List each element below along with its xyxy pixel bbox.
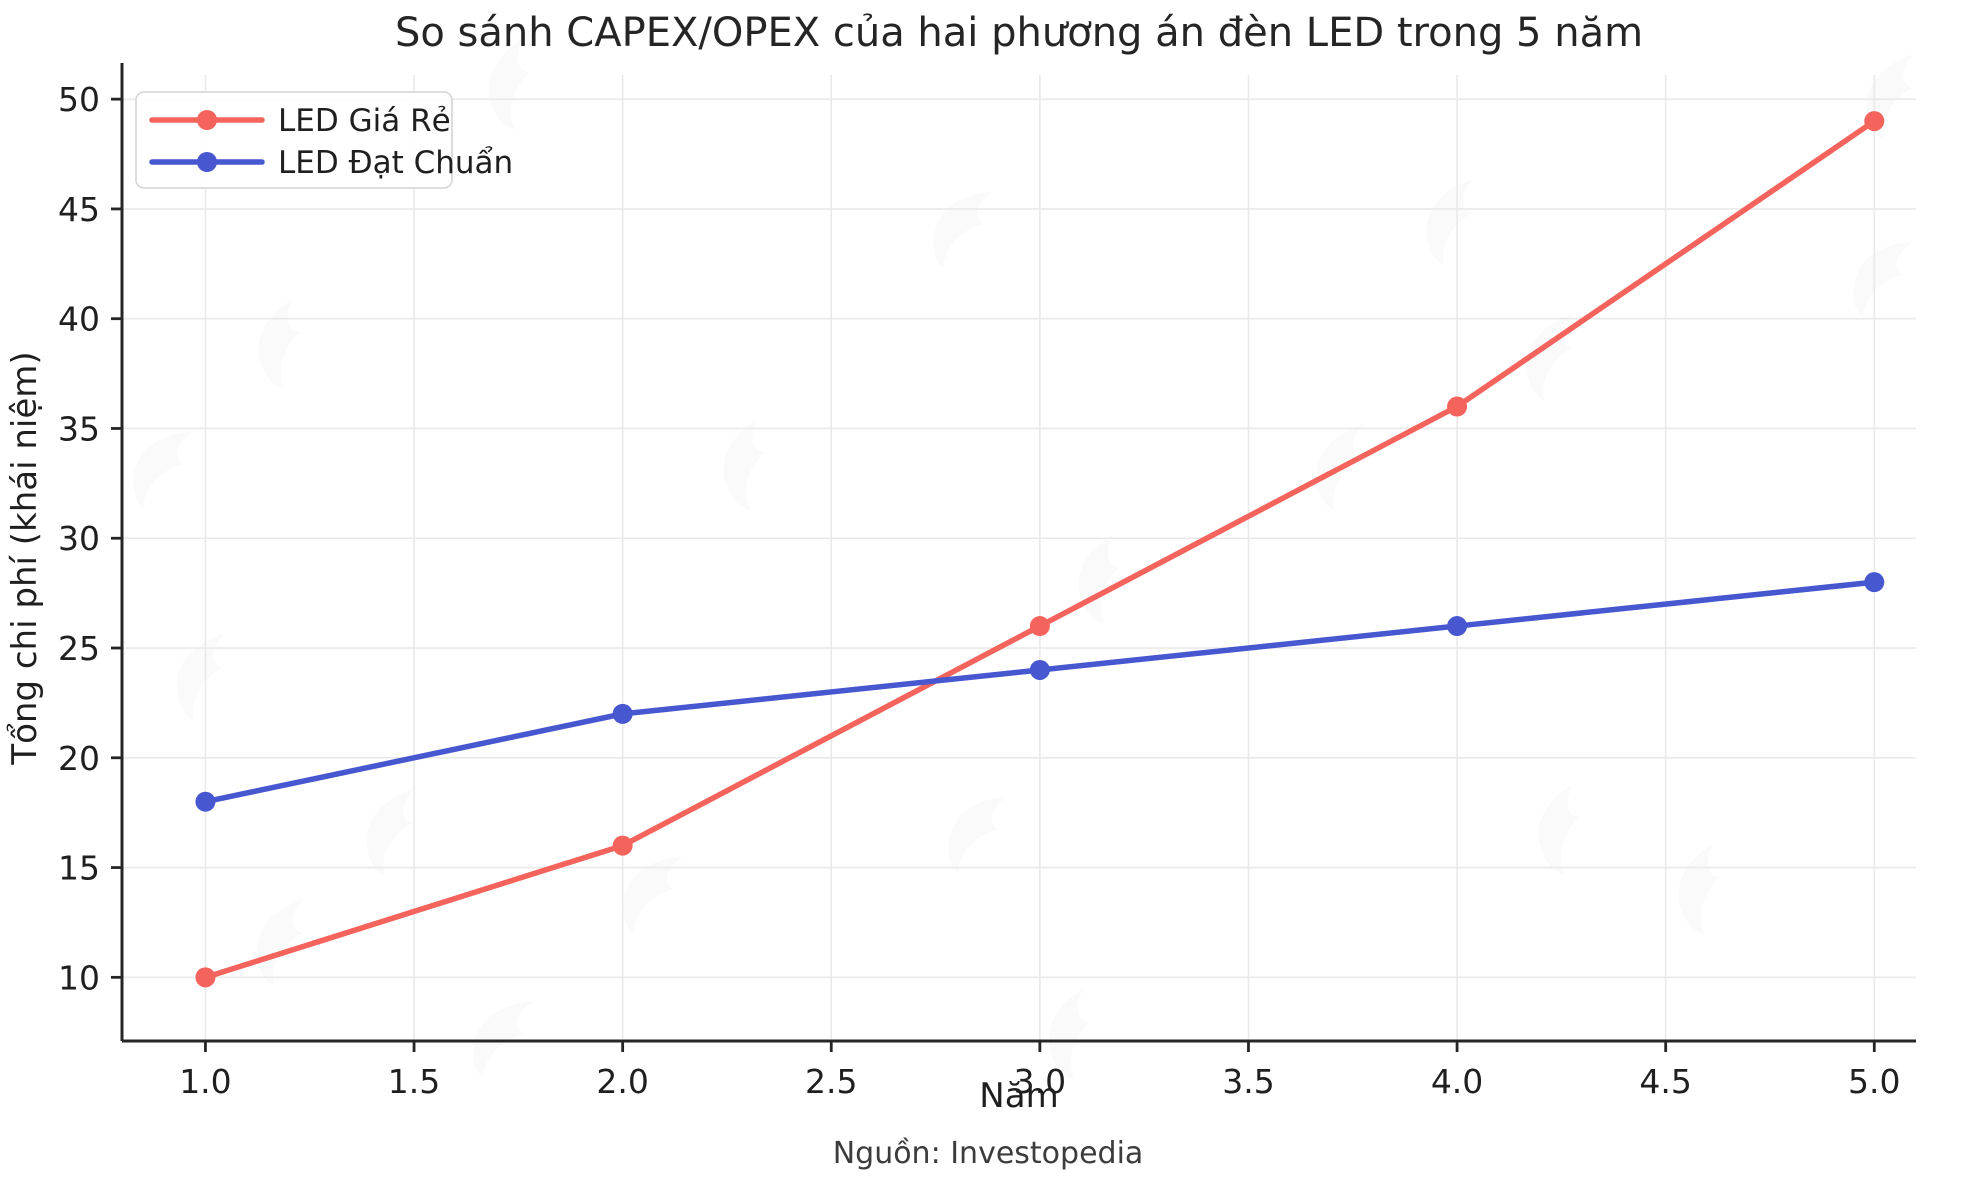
swoosh-watermark-icon <box>1846 230 1914 326</box>
x-tick-label: 1.0 <box>179 1062 231 1101</box>
swoosh-watermark-icon <box>466 990 534 1086</box>
data-point-marker <box>195 791 216 812</box>
x-tick-label: 5.0 <box>1848 1062 1900 1101</box>
y-tick-label: 15 <box>58 849 100 888</box>
swoosh-watermark-icon <box>126 420 194 516</box>
x-tick-label: 4.0 <box>1431 1062 1483 1101</box>
data-point-marker <box>612 835 633 856</box>
data-point-marker <box>1029 616 1050 637</box>
source-caption: Nguồn: Investopedia <box>833 1136 1144 1171</box>
axes-layer <box>111 63 1916 1052</box>
y-tick-label: 25 <box>58 629 100 668</box>
y-tick-label: 20 <box>58 739 100 778</box>
data-point-marker <box>1864 111 1885 132</box>
y-tick-label: 30 <box>58 519 100 558</box>
data-point-marker <box>612 703 633 724</box>
x-tick-label: 4.5 <box>1639 1062 1691 1101</box>
swoosh-watermark-icon <box>616 845 684 941</box>
swoosh-watermark-icon <box>247 298 315 394</box>
swoosh-watermark-icon <box>712 418 780 514</box>
x-tick-label: 2.0 <box>596 1062 648 1101</box>
data-point-marker <box>1029 659 1050 680</box>
x-tick-label: 3.0 <box>1014 1062 1066 1101</box>
legend-label: LED Đạt Chuẩn <box>278 145 513 181</box>
x-tick-label: 1.5 <box>388 1062 440 1101</box>
legend-entry-1: LED Đạt Chuẩn <box>149 145 513 181</box>
chart-title: So sánh CAPEX/OPEX của hai phương án đèn… <box>395 10 1643 56</box>
data-point-marker <box>195 967 216 988</box>
swoosh-watermark-icon <box>1527 783 1595 879</box>
legend-marker-icon <box>197 152 217 172</box>
swoosh-watermark-icon <box>926 180 994 276</box>
x-tick-label: 2.5 <box>805 1062 857 1101</box>
x-tick-label: 3.5 <box>1222 1062 1274 1101</box>
swoosh-watermark-icon <box>1426 179 1474 265</box>
swoosh-watermark-icon <box>1667 843 1735 939</box>
y-tick-label: 50 <box>58 80 100 119</box>
swoosh-watermark-icon <box>256 899 304 985</box>
series-layer <box>195 111 1885 988</box>
grid-layer <box>122 75 1916 1041</box>
swoosh-watermark-icon <box>366 789 414 875</box>
x-axis-label: Năm <box>979 1076 1058 1116</box>
y-tick-label: 10 <box>58 958 100 997</box>
y-tick-label: 35 <box>58 409 100 448</box>
watermark-layer <box>126 38 1914 1086</box>
legend-label: LED Giá Rẻ <box>278 103 451 139</box>
swoosh-watermark-icon <box>941 785 1009 881</box>
y-axis-label: Tổng chi phí (khái niệm) <box>5 351 45 765</box>
data-point-marker <box>1447 616 1468 637</box>
data-point-marker <box>1447 396 1468 417</box>
data-point-marker <box>1864 572 1885 593</box>
y-tick-label: 45 <box>58 190 100 229</box>
legend-entry-0: LED Giá Rẻ <box>149 103 451 139</box>
legend-marker-icon <box>197 110 217 130</box>
legend: LED Giá Rẻ LED Đạt Chuẩn <box>135 91 513 189</box>
y-tick-label: 40 <box>58 300 100 339</box>
tick-label-layer: 1.0 1.5 2.0 2.5 3.0 3.5 4.0 4.5 5.0 10 15 20 25 30 35 4… <box>58 80 1901 1101</box>
swoosh-watermark-icon <box>176 634 224 720</box>
